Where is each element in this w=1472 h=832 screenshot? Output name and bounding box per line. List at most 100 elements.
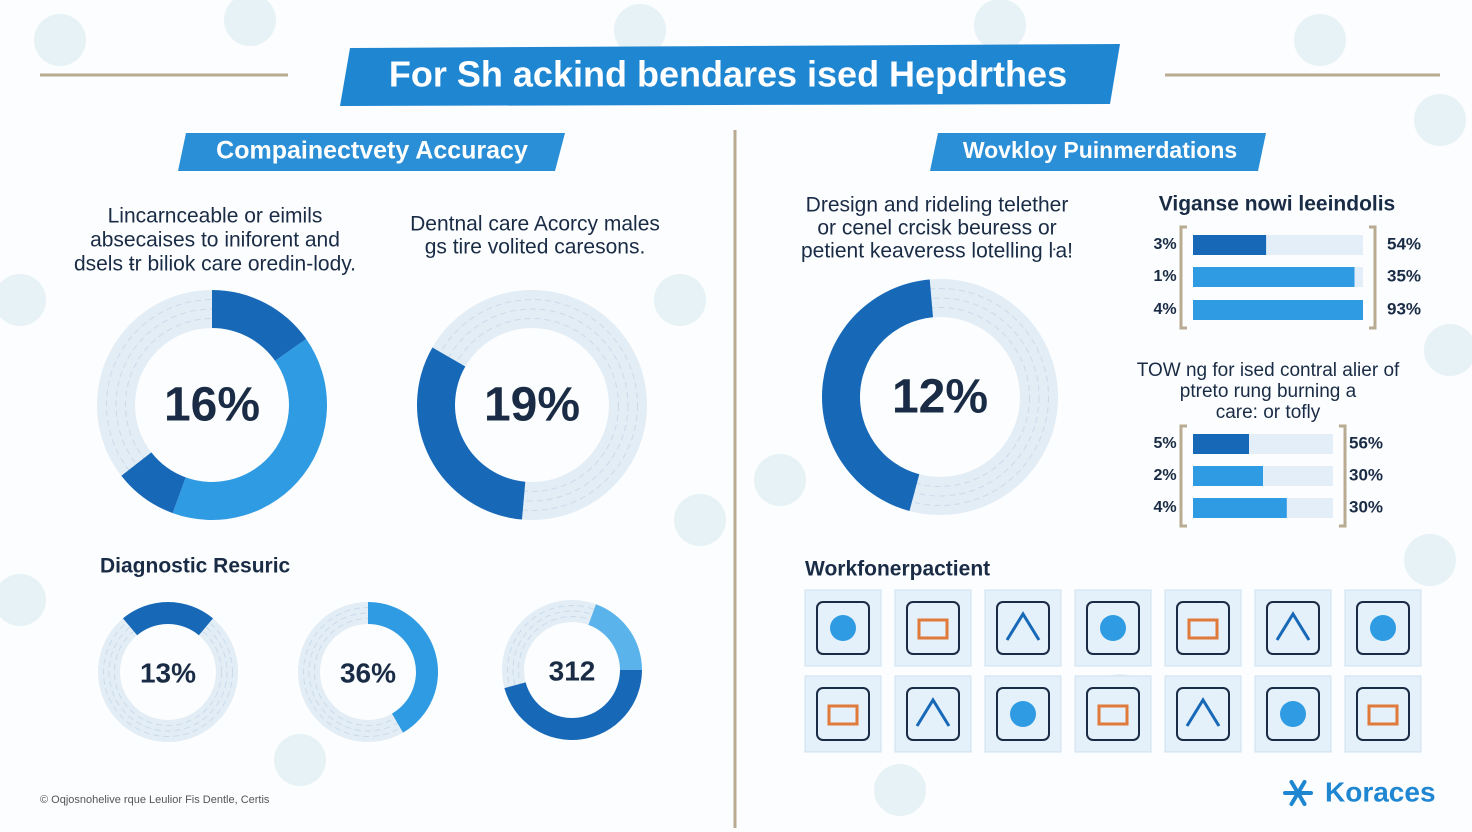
heading: Wovkloy Puinmerdations	[963, 137, 1237, 163]
dot	[1294, 14, 1346, 66]
paragraph-line: TOW ng for ised contral alier of	[1137, 360, 1400, 381]
logo-mark	[1283, 780, 1313, 806]
icon	[1074, 589, 1152, 667]
bar-fill	[1193, 300, 1363, 320]
dot	[224, 0, 276, 46]
icon-shape	[915, 697, 951, 727]
icon-shape	[1097, 704, 1129, 726]
bar-fill	[1193, 498, 1287, 518]
donut-label: 12%	[892, 371, 988, 424]
icon-shape	[1185, 697, 1221, 727]
icon-frame	[816, 687, 870, 741]
bar-left-label: 3%	[1153, 236, 1176, 253]
donut-segment	[123, 602, 213, 636]
icon-shape	[830, 615, 856, 641]
dot	[34, 14, 86, 66]
icon-shape	[827, 704, 859, 726]
icon	[1164, 675, 1242, 753]
icon	[894, 589, 972, 667]
icon-shape	[1280, 701, 1306, 727]
paragraph-line: care: or tofly	[1216, 402, 1321, 423]
title: For Sh ackind bendares ised Hepdrthes	[389, 54, 1067, 95]
icon-frame	[1176, 601, 1230, 655]
bracket	[1179, 225, 1187, 330]
icon	[1254, 589, 1332, 667]
dot	[1414, 94, 1466, 146]
bar-left-label: 2%	[1153, 467, 1176, 484]
bar-left-label: 4%	[1153, 301, 1176, 318]
dot	[614, 4, 666, 56]
paragraph-line: ptreto rung burning a	[1180, 381, 1357, 402]
icon-shape	[1367, 704, 1399, 726]
icon	[804, 589, 882, 667]
icon	[1344, 589, 1422, 667]
bar-right-label: 35%	[1387, 266, 1421, 285]
donut-segment	[212, 290, 307, 361]
bar-fill	[1193, 267, 1355, 287]
paragraph-line: or cenel crcisk beuress or	[817, 217, 1056, 240]
bar-right-label: 54%	[1387, 234, 1421, 253]
dot	[0, 274, 46, 326]
bar-left-label: 5%	[1153, 435, 1176, 452]
paragraph-line: Dentnal care Acorcy males	[410, 213, 660, 236]
icon-frame	[996, 687, 1050, 741]
donut-label: 16%	[164, 379, 260, 432]
icon	[1344, 675, 1422, 753]
icon	[1164, 589, 1242, 667]
paragraph-line: petient keaveress lotelling ŀa!	[801, 240, 1073, 263]
icon	[984, 589, 1062, 667]
donut-segment	[417, 347, 526, 520]
bar-left-label: 4%	[1153, 499, 1176, 516]
dot	[754, 454, 806, 506]
icon-grid	[804, 589, 1422, 753]
paragraph-line: Lincarnceable or eimils	[108, 205, 323, 228]
icon	[1074, 675, 1152, 753]
heading: Compainectvety Accuracy	[216, 137, 528, 165]
dot	[1404, 534, 1456, 586]
icon-frame	[1356, 601, 1410, 655]
icon-frame	[906, 601, 960, 655]
heading-banner	[178, 133, 565, 171]
donut-label: 19%	[484, 379, 580, 432]
icon-frame	[1086, 687, 1140, 741]
dot	[674, 494, 726, 546]
icon-shape	[1005, 611, 1041, 641]
sub-heading: Diagnostic Resuric	[100, 555, 291, 578]
icon	[894, 675, 972, 753]
bar-right-label: 30%	[1349, 497, 1383, 516]
bar-right-label: 93%	[1387, 299, 1421, 318]
icon	[1254, 675, 1332, 753]
donut-label: 36%	[340, 657, 396, 688]
bar-right-label: 56%	[1349, 433, 1383, 452]
heading-banner	[930, 133, 1266, 171]
donut-label: 312	[549, 655, 596, 686]
icon-frame	[1266, 601, 1320, 655]
paragraph-line: gs tire volited caresons.	[425, 236, 646, 259]
icon-frame	[1266, 687, 1320, 741]
donut-ring	[108, 612, 228, 732]
paragraph-line: Dresign and rideling telether	[806, 194, 1069, 217]
icon-frame	[996, 601, 1050, 655]
icon	[804, 675, 882, 753]
dot	[974, 0, 1026, 51]
footer: © Oqjosnohelive rque Leulior Fis Dentle,…	[40, 794, 270, 806]
donut-segment	[368, 602, 438, 733]
icon-shape	[1370, 615, 1396, 641]
paragraph-line: dsels ŧr biliok care oredin-lody.	[74, 253, 356, 276]
dot	[1424, 324, 1472, 376]
icon-frame	[1086, 601, 1140, 655]
icon-shape	[1275, 611, 1311, 641]
bar-fill	[1193, 434, 1249, 454]
donut-segment	[821, 279, 934, 511]
bar-right-label: 30%	[1349, 465, 1383, 484]
logo: Koraces	[1325, 776, 1436, 807]
paragraph-line: absecaises to iniforent and	[90, 229, 340, 252]
icon-shape	[1100, 615, 1126, 641]
donut-label: 13%	[140, 657, 196, 688]
bracket	[1179, 424, 1187, 528]
dot	[0, 574, 46, 626]
icon-frame	[1176, 687, 1230, 741]
icon	[984, 675, 1062, 753]
icon-shape	[917, 618, 949, 640]
bar-fill	[1193, 235, 1267, 255]
